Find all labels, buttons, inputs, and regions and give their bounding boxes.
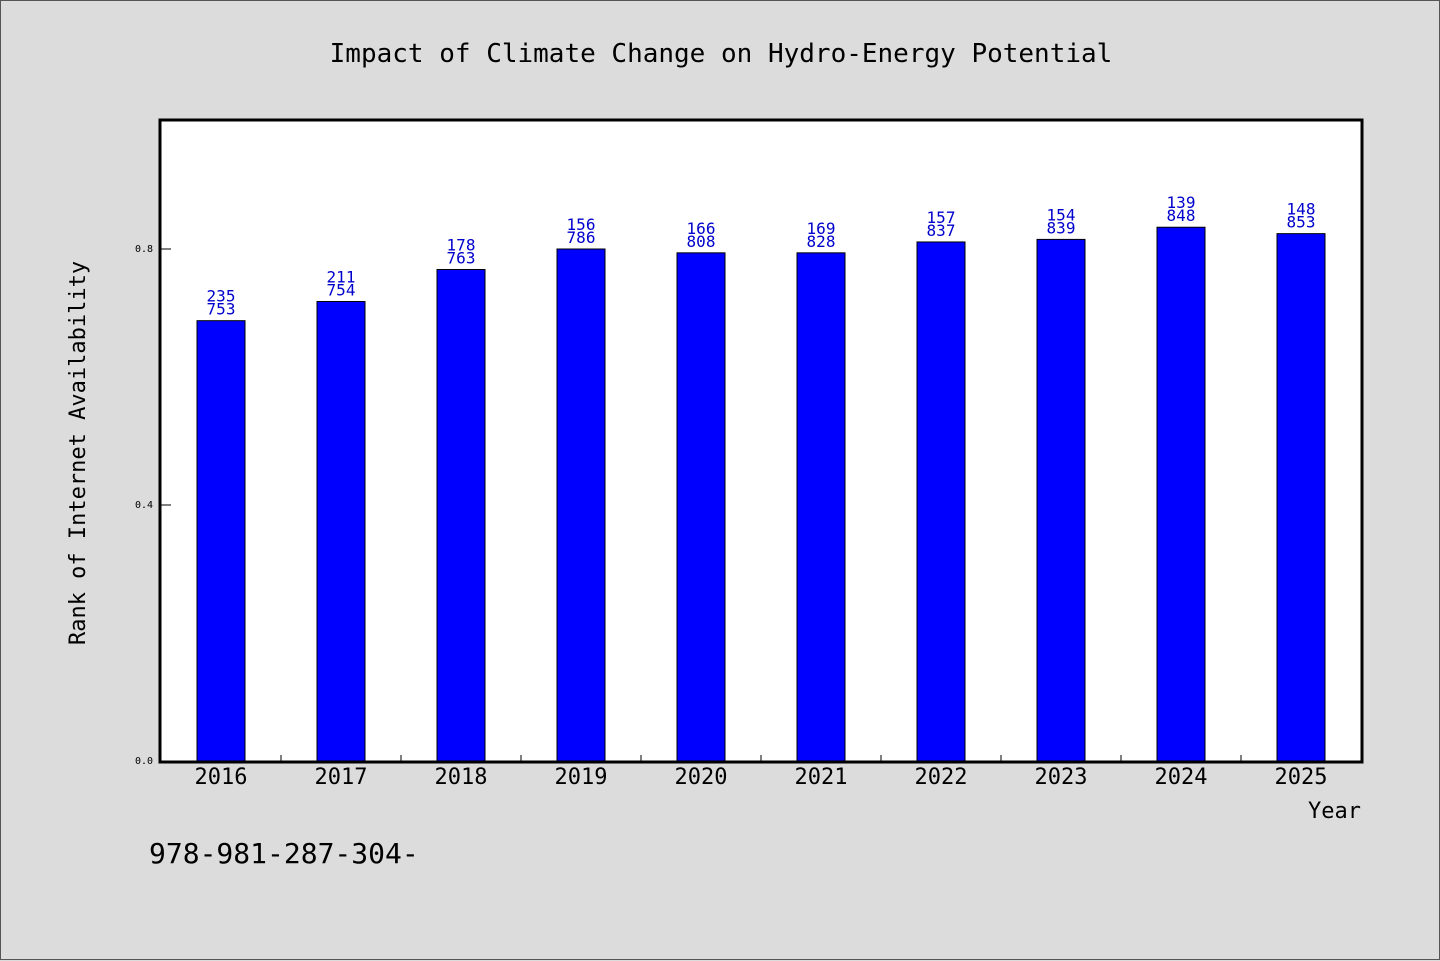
x-tick-label-2025: 2025 (1275, 765, 1328, 790)
x-tick-label-2021: 2021 (795, 765, 848, 790)
y-tick-label: 0.8 (135, 244, 153, 255)
data-label-top-2021: 169 (807, 219, 836, 238)
bar-2019 (556, 248, 606, 762)
data-label-bottom-2016: 753 (207, 300, 236, 319)
data-label-bottom-2022: 837 (927, 221, 956, 240)
data-label-top-2018: 178 (447, 235, 476, 254)
data-label-bottom-2023: 839 (1047, 218, 1076, 237)
data-label-bottom-2018: 763 (447, 248, 476, 267)
x-axis-ticks: 2016 2017 2018 2019 2020 2021 2022 2023 2024 2025 (195, 755, 1328, 790)
data-label-top-2019: 156 (567, 215, 596, 234)
data-label-top-2020: 166 (687, 219, 716, 238)
x-tick-label-2024: 2024 (1155, 765, 1208, 790)
x-axis-label: Year (1308, 799, 1361, 824)
bar-2021 (796, 252, 846, 762)
data-label-bottom-2019: 786 (567, 228, 596, 247)
x-tick-label-2023: 2023 (1035, 765, 1088, 790)
y-axis-ticks: 0.0 0.4 0.8 (135, 244, 171, 767)
data-label-bottom-2020: 808 (687, 232, 716, 251)
data-label-bottom-2021: 828 (807, 232, 836, 251)
data-label-bottom-2024: 848 (1167, 206, 1196, 225)
data-label-bottom-2025: 853 (1287, 213, 1316, 232)
footer-text: 978-981-287-304- (149, 837, 419, 870)
x-tick-label-2017: 2017 (315, 765, 368, 790)
bar-2023 (1036, 238, 1086, 762)
y-tick-label: 0.0 (135, 756, 153, 767)
data-label-top-2024: 139 (1167, 193, 1196, 212)
bar-2022 (916, 241, 966, 762)
bar-2020 (676, 252, 726, 762)
x-tick-label-2020: 2020 (675, 765, 728, 790)
data-label-top-2022: 157 (927, 208, 956, 227)
bar-2017 (316, 300, 366, 762)
data-label-top-2016: 235 (207, 287, 236, 306)
y-tick-label: 0.4 (135, 500, 153, 511)
bar-2025 (1276, 233, 1326, 762)
x-tick-label-2019: 2019 (555, 765, 608, 790)
data-label-bottom-2017: 754 (327, 280, 356, 299)
bar-2024 (1156, 226, 1206, 762)
data-label-top-2017: 211 (327, 267, 356, 286)
chart-title: Impact of Climate Change on Hydro-Energy… (330, 39, 1113, 69)
x-tick-label-2016: 2016 (195, 765, 248, 790)
x-tick-label-2018: 2018 (435, 765, 488, 790)
y-axis-label: Rank of Internet Availability (66, 261, 91, 645)
x-tick-label-2022: 2022 (915, 765, 968, 790)
bar-2016 (196, 320, 246, 762)
bar-2018 (436, 268, 486, 762)
data-label-top-2025: 148 (1287, 200, 1316, 219)
data-label-top-2023: 154 (1047, 205, 1076, 224)
